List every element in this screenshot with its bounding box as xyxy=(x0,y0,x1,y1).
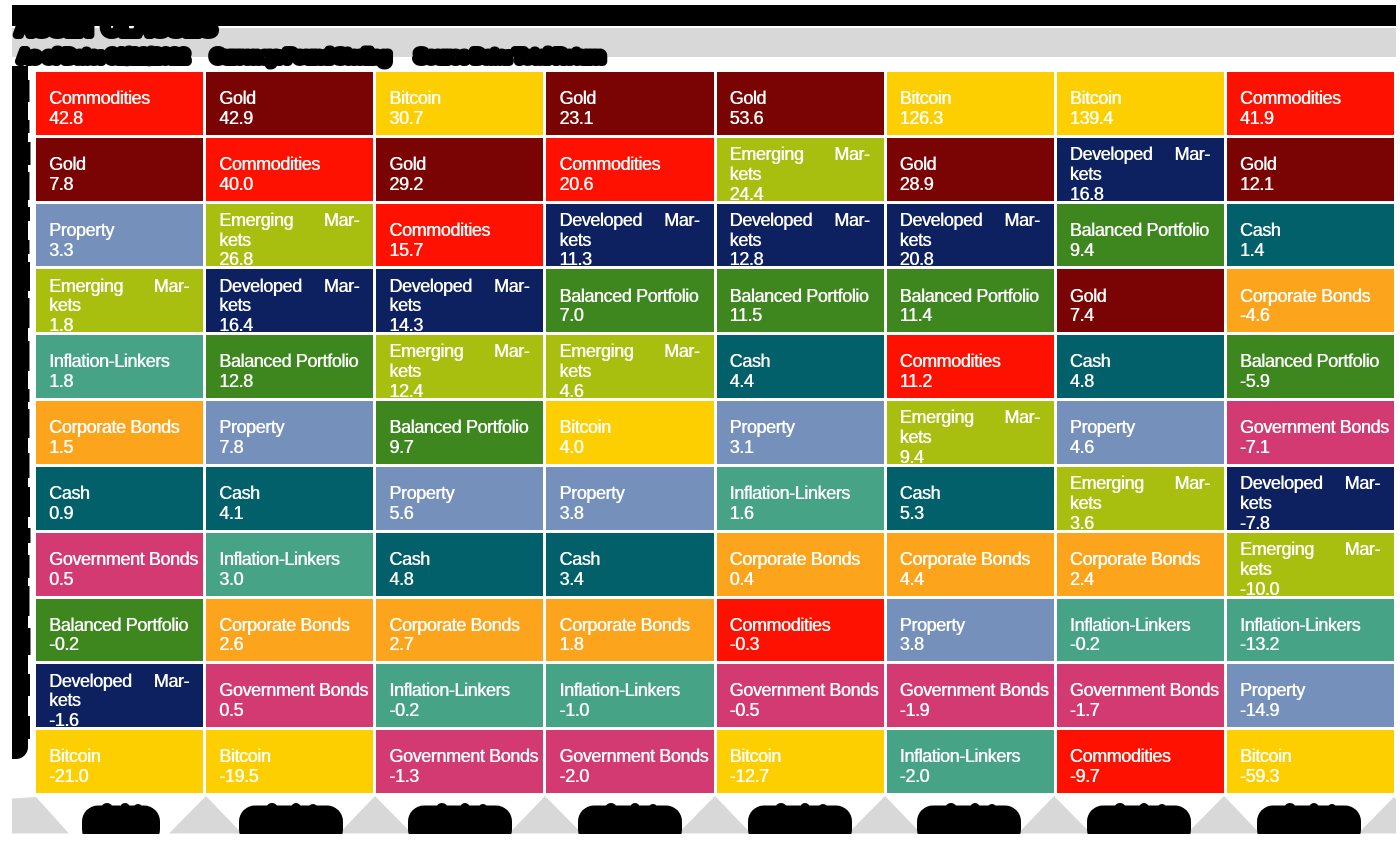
svg-text:ASSET CLASSES: ASSET CLASSES xyxy=(16,14,216,41)
svg-text:Source Data: Total Return: Source Data: Total Return xyxy=(416,49,603,66)
svg-text:Currency: Pound Sterling: Currency: Pound Sterling xyxy=(212,49,389,66)
svg-text:As of Date: 31/12/2022: As of Date: 31/12/2022 xyxy=(19,49,188,66)
